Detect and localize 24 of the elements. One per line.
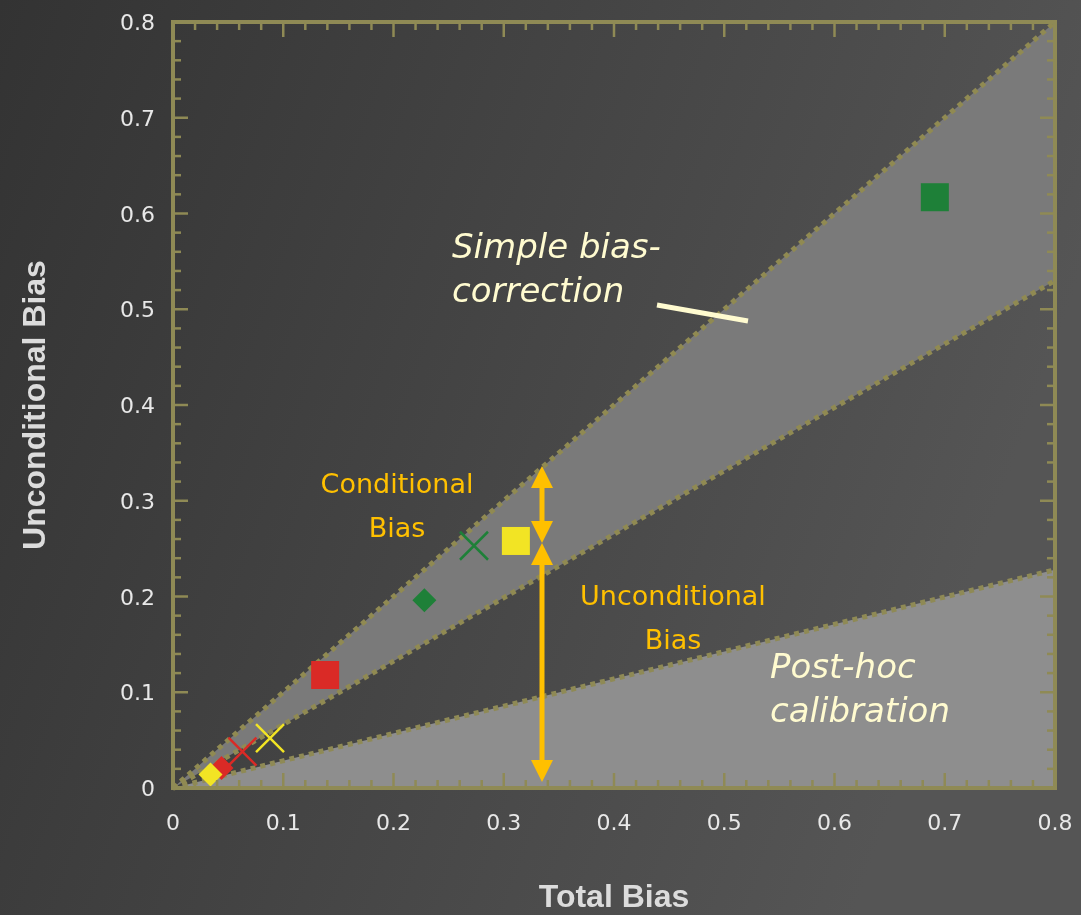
- y-tick-label: 0: [141, 776, 155, 801]
- y-tick-label: 0.2: [120, 584, 155, 610]
- x-tick-label: 0.6: [817, 810, 852, 835]
- y-tick-label: 0.8: [120, 10, 155, 35]
- y-tick-label: 0.4: [120, 393, 155, 418]
- x-tick-label: 0.5: [706, 810, 742, 835]
- x-tick-label: 0.8: [1037, 810, 1073, 835]
- y-tick-label: 0.6: [120, 201, 155, 227]
- annotation: Post-hoc calibration: [770, 646, 950, 730]
- annotation: Unconditional Bias: [580, 580, 766, 655]
- x-tick-label: 0.3: [486, 810, 522, 835]
- y-tick-label: 0.7: [120, 105, 155, 131]
- y-tick-label: 0.5: [120, 297, 155, 323]
- annotation: Conditional Bias: [320, 468, 474, 543]
- x-tick-label: 0.4: [596, 810, 632, 835]
- x-tick-label: 0.1: [265, 810, 301, 835]
- y-tick-label: 0.3: [120, 488, 155, 514]
- x-axis-title: Total Bias: [538, 878, 690, 914]
- annotation: Simple bias- correction: [452, 226, 661, 310]
- x-tick-label: 0.2: [376, 810, 411, 835]
- y-axis-title: Unconditional Bias: [16, 260, 52, 550]
- y-tick-label: 0.1: [120, 680, 155, 706]
- x-tick-label: 0: [166, 810, 180, 835]
- x-tick-label: 0.7: [927, 810, 963, 835]
